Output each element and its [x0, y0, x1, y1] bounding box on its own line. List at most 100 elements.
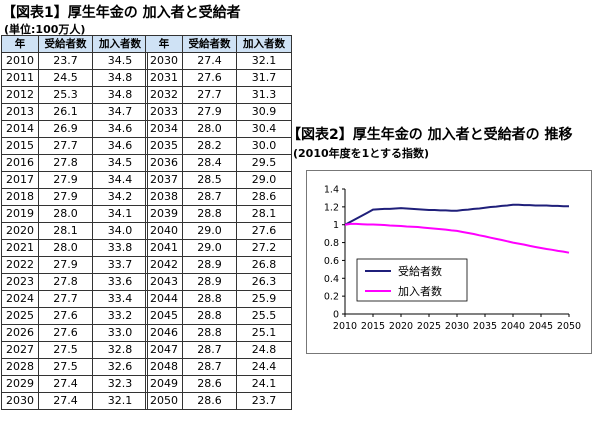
recipients-cell: 28.9	[182, 256, 237, 274]
recipients-cell: 28.6	[182, 392, 237, 410]
recipients-cell: 27.6	[38, 307, 93, 325]
x-tick-label: 2050	[557, 321, 581, 332]
table-row: 2036 28.4 29.5	[145, 154, 292, 172]
chart-subtitle: (2010年度を1とする指数)	[293, 147, 429, 160]
recipients-cell: 28.8	[182, 290, 237, 308]
recipients-cell: 23.7	[38, 52, 93, 70]
table-row: 2010 23.7 34.5	[1, 52, 148, 70]
legend-label: 受給者数	[398, 264, 442, 278]
header-enrollees: 加入者数	[236, 35, 292, 53]
enrollees-cell: 29.0	[236, 171, 292, 189]
year-cell: 2036	[145, 154, 183, 172]
x-tick-label: 2040	[501, 321, 525, 332]
year-cell: 2045	[145, 307, 183, 325]
table-row: 2045 28.8 25.5	[145, 307, 292, 325]
enrollees-cell: 34.8	[92, 86, 148, 104]
table-row: 2044 28.8 25.9	[145, 290, 292, 308]
enrollees-cell: 33.2	[92, 307, 148, 325]
year-cell: 2034	[145, 120, 183, 138]
y-tick-label: 0.8	[324, 238, 339, 249]
year-cell: 2014	[1, 120, 39, 138]
enrollees-cell: 34.2	[92, 188, 148, 206]
enrollees-cell: 32.1	[92, 392, 148, 410]
enrollees-cell: 34.6	[92, 137, 148, 155]
x-tick-label: 2030	[445, 321, 469, 332]
table-row: 2021 28.0 33.8	[1, 239, 148, 257]
recipients-cell: 27.7	[182, 86, 237, 104]
year-cell: 2028	[1, 358, 39, 376]
table-row: 2039 28.8 28.1	[145, 205, 292, 223]
recipients-cell: 28.4	[182, 154, 237, 172]
year-cell: 2018	[1, 188, 39, 206]
table-row: 2040 29.0 27.6	[145, 222, 292, 240]
year-cell: 2010	[1, 52, 39, 70]
header-enrollees: 加入者数	[92, 35, 148, 53]
year-cell: 2047	[145, 341, 183, 359]
header-recipients: 受給者数	[182, 35, 237, 53]
year-cell: 2043	[145, 273, 183, 291]
year-cell: 2030	[1, 392, 39, 410]
enrollees-cell: 34.6	[92, 120, 148, 138]
year-cell: 2026	[1, 324, 39, 342]
header-year: 年	[145, 35, 183, 53]
legend-label: 加入者数	[398, 285, 442, 298]
x-tick-label: 2045	[529, 321, 553, 332]
enrollees-cell: 26.8	[236, 256, 292, 274]
enrollees-cell: 34.0	[92, 222, 148, 240]
table-row: 2041 29.0 27.2	[145, 239, 292, 257]
recipients-cell: 27.9	[38, 171, 93, 189]
table-row: 2025 27.6 33.2	[1, 307, 148, 325]
x-tick-label: 2025	[417, 321, 441, 332]
table-row: 2038 28.7 28.6	[145, 188, 292, 206]
year-cell: 2044	[145, 290, 183, 308]
chart-title: 【図表2】厚生年金の 加入者と受給者の 推移	[287, 127, 573, 143]
x-tick-label: 2035	[473, 321, 497, 332]
table-row: 2031 27.6 31.7	[145, 69, 292, 87]
y-tick-label: 1	[333, 220, 339, 231]
year-cell: 2029	[1, 375, 39, 393]
y-tick-label: 0	[333, 310, 339, 321]
year-cell: 2033	[145, 103, 183, 121]
enrollees-cell: 33.4	[92, 290, 148, 308]
table-row: 2024 27.7 33.4	[1, 290, 148, 308]
enrollees-cell: 24.8	[236, 341, 292, 359]
recipients-cell: 27.4	[38, 392, 93, 410]
table-row: 2017 27.9 34.4	[1, 171, 148, 189]
enrollees-cell: 30.4	[236, 120, 292, 138]
enrollees-cell: 34.7	[92, 103, 148, 121]
pension-table-2010-2030: 年受給者数 加入者数 2010 23.7 34.5 2011 24.5 34.8 2012 25.…	[1, 35, 148, 410]
recipients-cell: 28.1	[38, 222, 93, 240]
year-cell: 2024	[1, 290, 39, 308]
table-header-row: 年受給者数 加入者数	[1, 35, 148, 53]
table-row: 2011 24.5 34.8	[1, 69, 148, 87]
year-cell: 2035	[145, 137, 183, 155]
year-cell: 2020	[1, 222, 39, 240]
recipients-cell: 27.9	[38, 188, 93, 206]
table-row: 2018 27.9 34.2	[1, 188, 148, 206]
recipients-cell: 28.8	[182, 205, 237, 223]
enrollees-cell: 33.8	[92, 239, 148, 257]
table-row: 2030 27.4 32.1	[145, 52, 292, 70]
legend-box	[356, 258, 468, 302]
x-tick-label: 2015	[361, 321, 385, 332]
table-row: 2042 28.9 26.8	[145, 256, 292, 274]
x-tick-label: 2010	[333, 321, 357, 332]
recipients-cell: 28.0	[38, 205, 93, 223]
year-cell: 2017	[1, 171, 39, 189]
enrollees-cell: 32.8	[92, 341, 148, 359]
enrollees-cell: 24.1	[236, 375, 292, 393]
enrollees-cell: 27.6	[236, 222, 292, 240]
enrollees-cell: 25.9	[236, 290, 292, 308]
enrollees-cell: 23.7	[236, 392, 292, 410]
table-row: 2050 28.6 23.7	[145, 392, 292, 410]
recipients-cell: 27.8	[38, 154, 93, 172]
y-tick-label: 1.4	[324, 185, 339, 196]
index-line-chart: 0 0.2 0.4 0.6 0.8 1 1.2 1.4 2010 2015 2020 2025 2030…	[306, 170, 592, 354]
year-cell: 2031	[145, 69, 183, 87]
year-cell: 2021	[1, 239, 39, 257]
table-row: 2043 28.9 26.3	[145, 273, 292, 291]
enrollees-cell: 32.1	[236, 52, 292, 70]
year-cell: 2022	[1, 256, 39, 274]
recipients-cell: 28.2	[182, 137, 237, 155]
recipients-cell: 28.5	[182, 171, 237, 189]
